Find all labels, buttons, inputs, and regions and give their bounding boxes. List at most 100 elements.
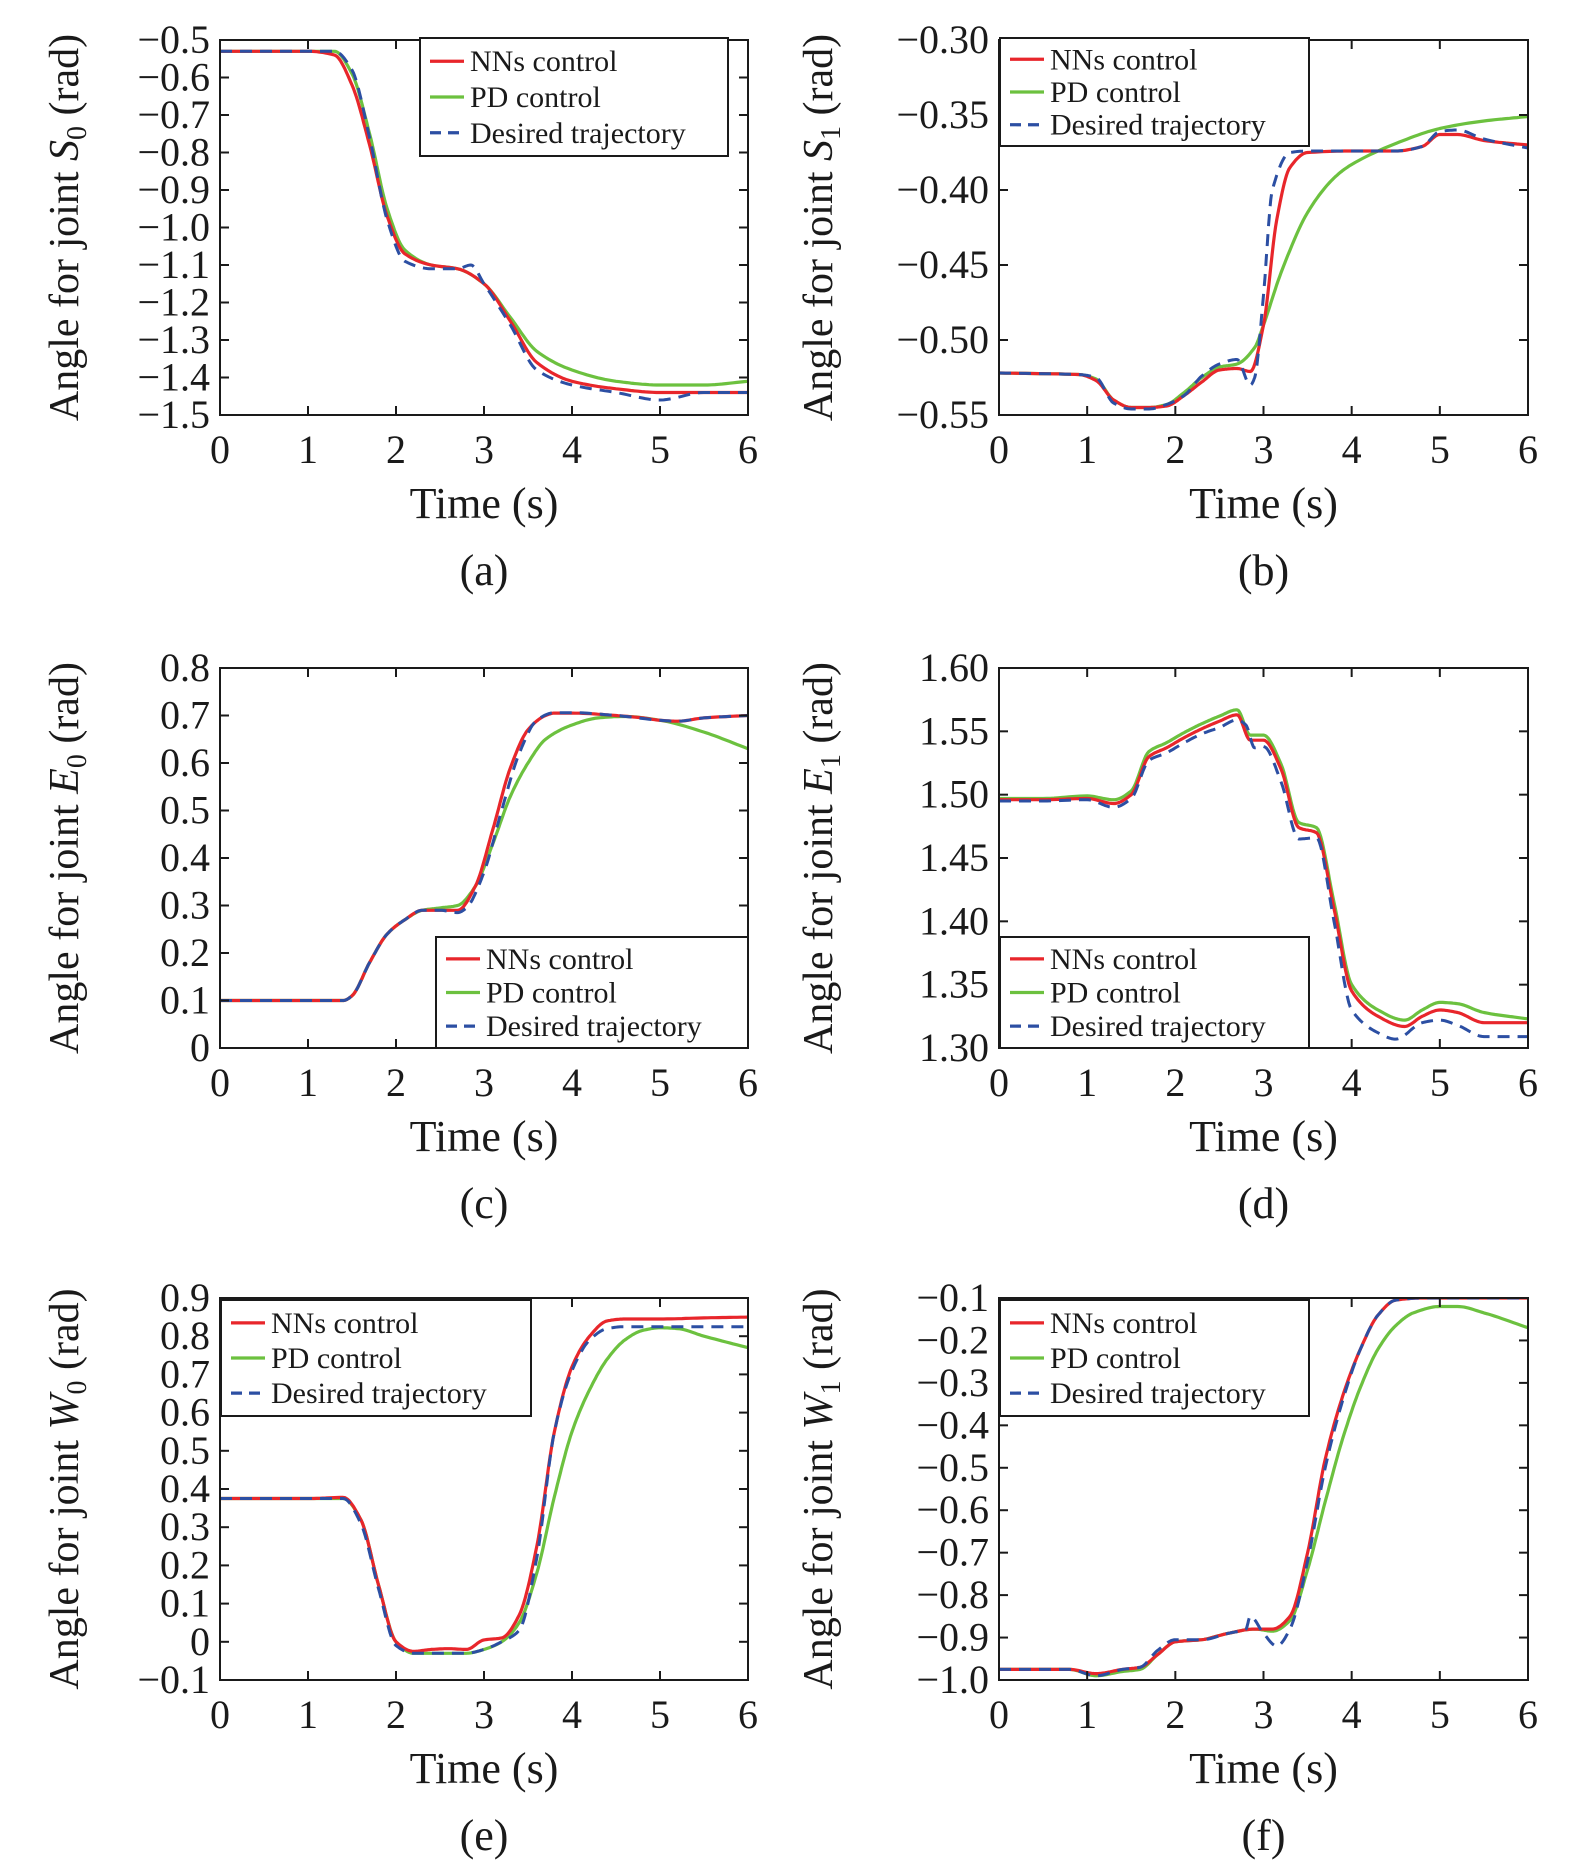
- series-line-nns-control: [220, 49, 748, 395]
- y-tick-label: −0.9: [137, 167, 210, 212]
- y-tick-label: −0.9: [916, 1615, 989, 1660]
- x-tick-label: 4: [562, 1060, 582, 1105]
- y-tick-label: 0.1: [160, 978, 210, 1023]
- x-tick-label: 4: [562, 427, 582, 472]
- x-tick-label: 6: [738, 427, 758, 472]
- x-tick-label: 1: [298, 427, 318, 472]
- legend-label: PD control: [1050, 977, 1181, 1010]
- legend-label: NNs control: [1050, 1307, 1197, 1340]
- y-tick-label: 0.4: [160, 1466, 210, 1511]
- series-line-pd-control: [999, 114, 1528, 410]
- x-tick-label: 3: [474, 427, 494, 472]
- x-tick-label: 6: [738, 1060, 758, 1105]
- legend-label: Desired trajectory: [1050, 109, 1266, 142]
- series-group: [220, 1315, 748, 1655]
- series-line-desired-trajectory: [220, 711, 748, 1002]
- legend-label: NNs control: [1050, 43, 1197, 76]
- subplot-a: 0 1 2 3 4 5 6−0.5−0.6−0.7−0.8−0.9−1.0−1.1−1.2−…: [42, 17, 758, 595]
- series-line-nns-control: [999, 713, 1528, 1029]
- legend-box: [999, 936, 1310, 1049]
- y-tick-label: −0.4: [916, 1402, 989, 1447]
- y-tick-label: −0.5: [916, 1445, 989, 1490]
- x-tick-label: 4: [1342, 1060, 1362, 1105]
- legend-label: Desired trajectory: [1050, 1377, 1266, 1410]
- x-tick-label: 2: [1165, 1692, 1185, 1737]
- legend-box: [220, 1299, 532, 1417]
- y-tick-label: 1.55: [919, 708, 989, 753]
- y-tick-label: −1.0: [916, 1657, 989, 1702]
- x-axis-label: Time (s): [1189, 1744, 1338, 1793]
- legend-label: Desired trajectory: [271, 1377, 487, 1410]
- x-tick-label: 0: [210, 1060, 230, 1105]
- y-tick-label: 0.8: [160, 645, 210, 690]
- x-axis-label: Time (s): [410, 1744, 559, 1793]
- x-tick-label: 0: [989, 1692, 1009, 1737]
- y-tick-label: 0.6: [160, 740, 210, 785]
- x-tick-label: 1: [298, 1060, 318, 1105]
- legend-label: PD control: [1050, 1342, 1181, 1375]
- y-tick-label: −1.1: [137, 242, 210, 287]
- x-tick-label: 5: [650, 427, 670, 472]
- panel-label: (f): [1242, 1811, 1286, 1860]
- subplot-e: 0 1 2 3 4 5 60.90.80.70.60.50.40.30.20.10−0.1T…: [42, 1275, 758, 1860]
- series-line-desired-trajectory: [999, 718, 1528, 1041]
- y-tick-label: 0.2: [160, 930, 210, 975]
- x-tick-label: 2: [386, 427, 406, 472]
- y-axis-label: Angle for joint E1 (rad): [796, 662, 847, 1054]
- y-tick-label: −0.1: [916, 1275, 989, 1320]
- y-tick-label: −0.55: [896, 392, 989, 437]
- legend-label: Desired trajectory: [1050, 1010, 1266, 1043]
- x-tick-label: 6: [738, 1692, 758, 1737]
- y-axis-label: Angle for joint E0 (rad): [42, 662, 93, 1054]
- series-line-desired-trajectory: [999, 1298, 1528, 1678]
- x-tick-label: 1: [1077, 427, 1097, 472]
- y-tick-label: 0.8: [160, 1313, 210, 1358]
- series-group: [999, 708, 1528, 1041]
- x-tick-label: 6: [1518, 1060, 1538, 1105]
- series-line-nns-control: [999, 132, 1528, 410]
- x-tick-label: 2: [1165, 427, 1185, 472]
- x-tick-label: 3: [1254, 1692, 1274, 1737]
- legend-box: [999, 37, 1310, 147]
- legend-label: NNs control: [271, 1307, 418, 1340]
- legend-label: PD control: [486, 977, 617, 1010]
- x-tick-label: 3: [1254, 427, 1274, 472]
- x-tick-label: 0: [989, 1060, 1009, 1105]
- x-tick-label: 5: [1430, 1692, 1450, 1737]
- y-tick-label: −0.40: [896, 167, 989, 212]
- x-tick-label: 5: [650, 1692, 670, 1737]
- legend-label: NNs control: [1050, 943, 1197, 976]
- y-tick-label: −1.5: [137, 392, 210, 437]
- y-tick-label: 0.2: [160, 1542, 210, 1587]
- y-tick-label: 0.1: [160, 1581, 210, 1626]
- y-tick-label: −0.7: [137, 92, 210, 137]
- y-tick-label: −0.30: [896, 17, 989, 62]
- series-line-desired-trajectory: [999, 128, 1528, 411]
- y-tick-label: 0.4: [160, 835, 210, 880]
- panel-label: (a): [460, 546, 509, 595]
- panel-label: (b): [1238, 546, 1289, 595]
- subplot-f: 0 1 2 3 4 5 6−0.1−0.2−0.3−0.4−0.5−0.6−0.7−0.8−…: [796, 1275, 1538, 1860]
- x-tick-label: 2: [386, 1060, 406, 1105]
- y-tick-label: 0: [190, 1025, 210, 1070]
- y-tick-label: −0.45: [896, 242, 989, 287]
- y-tick-label: 0.5: [160, 788, 210, 833]
- y-tick-label: 1.50: [919, 772, 989, 817]
- y-tick-label: 0.7: [160, 693, 210, 738]
- series-line-desired-trajectory: [220, 1325, 748, 1655]
- x-tick-label: 2: [1165, 1060, 1185, 1105]
- series-line-pd-control: [999, 1304, 1528, 1678]
- series-group: [220, 49, 748, 402]
- y-tick-label: −0.7: [916, 1530, 989, 1575]
- y-tick-label: −1.2: [137, 280, 210, 325]
- y-tick-label: 0.3: [160, 883, 210, 928]
- y-tick-label: 0.9: [160, 1275, 210, 1320]
- legend-label: Desired trajectory: [486, 1010, 702, 1043]
- y-tick-label: 1.45: [919, 835, 989, 880]
- legend-label: NNs control: [486, 943, 633, 976]
- y-tick-label: −0.35: [896, 92, 989, 137]
- y-tick-label: 1.35: [919, 962, 989, 1007]
